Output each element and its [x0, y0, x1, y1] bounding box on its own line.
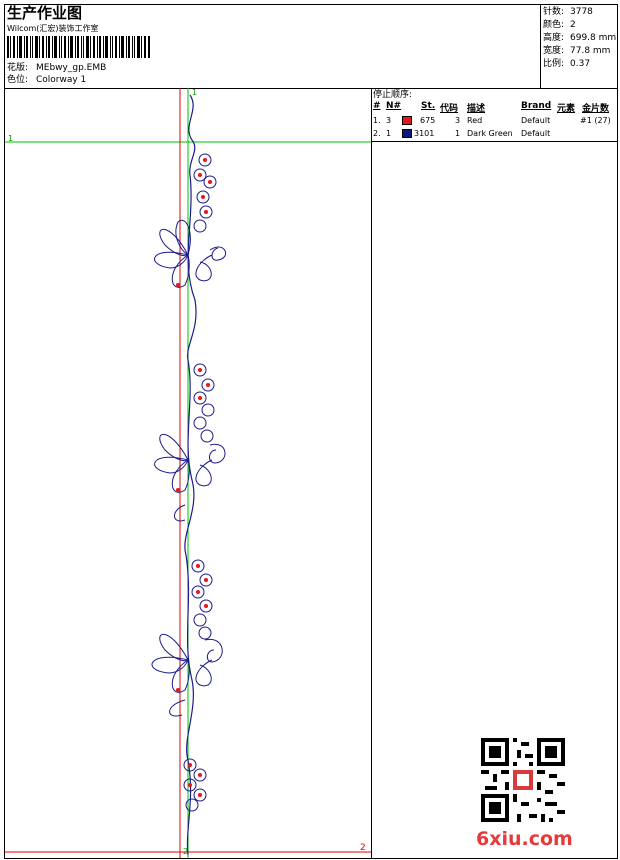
page-title: 生产作业图	[7, 4, 83, 22]
barcode	[7, 36, 150, 58]
height-label: 高度:	[543, 33, 565, 43]
row2-code: 1	[455, 129, 461, 138]
stitches-label: 针数:	[543, 7, 565, 17]
colorway-label: 色位:	[7, 75, 29, 85]
stop-sequence-title: 停止顺序:	[373, 90, 413, 100]
row1-brand: Default	[521, 116, 551, 125]
col-header-index: #	[373, 101, 381, 111]
col-header-sequins: 金片数	[582, 104, 610, 114]
flower-motif-3	[151, 559, 223, 717]
red-petals-2	[176, 368, 210, 492]
colors-value: 2	[570, 20, 576, 30]
row2-n: 1	[386, 129, 392, 138]
flower-motif-1	[154, 153, 227, 288]
row2-brand: Default	[521, 129, 551, 138]
red-petals-4	[188, 763, 202, 797]
row2-st: 3101	[414, 129, 435, 138]
height-value: 699.8 mm	[570, 33, 617, 43]
width-label: 宽度:	[543, 46, 565, 56]
row1-sequins: #1 (27)	[580, 116, 611, 125]
row1-code: 3	[455, 116, 461, 125]
stop-sequence-frame	[371, 88, 618, 142]
design-file-value: MEbwy_gp.EMB	[36, 63, 107, 73]
flower-motif-2	[154, 363, 226, 522]
col-header-elements: 元素	[557, 104, 576, 114]
col-header-desc: 描述	[467, 104, 486, 114]
col-header-st: St.	[421, 101, 436, 111]
colors-label: 颜色:	[543, 20, 565, 30]
row1-index: 1.	[373, 116, 381, 125]
scale-label: 比例:	[543, 59, 565, 69]
row1-st: 675	[420, 116, 436, 125]
row2-color-swatch	[402, 129, 412, 138]
red-petals-1	[176, 158, 212, 287]
company-name: Wilcom(汇宏)装饰工作室	[7, 24, 99, 33]
row1-n: 3	[386, 116, 392, 125]
design-file-label: 花版:	[7, 63, 29, 73]
row1-color-swatch	[402, 116, 412, 125]
row2-desc: Dark Green	[467, 129, 513, 138]
red-petals-3	[176, 564, 208, 692]
flower-motif-4	[183, 758, 207, 812]
marker-left: 1	[8, 134, 14, 143]
marker-top: 1	[192, 88, 198, 97]
vine-stem	[184, 94, 197, 856]
row2-index: 2.	[373, 129, 381, 138]
width-value: 77.8 mm	[570, 46, 611, 56]
col-header-n: N#	[386, 101, 402, 111]
stitches-value: 3778	[570, 7, 593, 17]
col-header-code: 代码	[440, 104, 459, 114]
watermark-text: 6xiu.com	[476, 828, 573, 850]
marker-bottom: 2	[183, 847, 189, 856]
qr-code-image	[481, 738, 565, 822]
colorway-value: Colorway 1	[36, 75, 87, 85]
col-header-brand: Brand	[521, 101, 552, 111]
marker-right: 2	[360, 843, 366, 853]
row1-desc: Red	[467, 116, 483, 125]
scale-value: 0.37	[570, 59, 591, 69]
